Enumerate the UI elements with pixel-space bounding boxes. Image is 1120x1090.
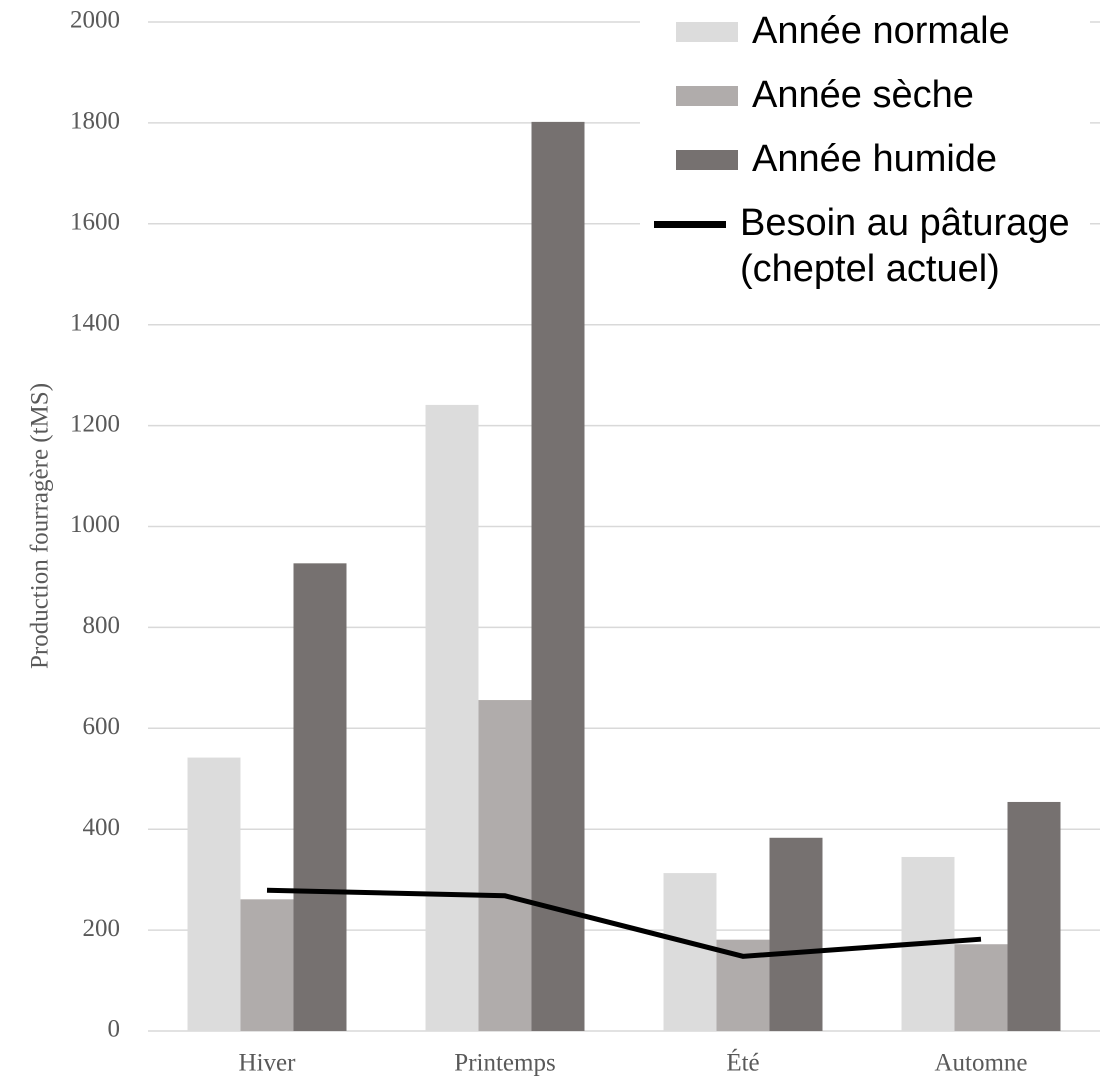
y-tick-label: 2000 <box>70 7 120 34</box>
y-axis-label: Production fourragère (tMS) <box>27 383 54 669</box>
legend-label: Année humide <box>752 138 998 180</box>
bar <box>1007 801 1061 1031</box>
y-tick-label: 1200 <box>70 410 120 437</box>
bar <box>769 837 823 1031</box>
legend-item: Besoin au pâturage (cheptel actuel) <box>640 200 1090 292</box>
y-tick-label: 1800 <box>70 108 120 135</box>
legend-item: Année humide <box>640 136 1090 182</box>
legend-label: Année sèche <box>752 74 974 116</box>
legend-item: Année sèche <box>640 72 1090 118</box>
y-tick-label: 1600 <box>70 209 120 236</box>
legend-swatch <box>654 221 726 228</box>
legend-swatch <box>676 86 738 106</box>
legend-label: Année normale <box>752 10 1010 52</box>
bar <box>187 757 241 1031</box>
y-tick-label: 600 <box>83 713 121 740</box>
y-tick-label: 200 <box>83 915 121 942</box>
x-tick-label: Automne <box>934 1050 1027 1077</box>
y-tick-label: 1000 <box>70 511 120 538</box>
bar <box>293 563 347 1031</box>
bar <box>954 944 1008 1031</box>
bar <box>240 899 294 1031</box>
y-tick-label: 1400 <box>70 309 120 336</box>
legend-swatch <box>676 22 738 42</box>
bar <box>425 404 479 1031</box>
bar <box>531 121 585 1032</box>
line-series <box>266 887 982 959</box>
bar <box>478 700 532 1031</box>
legend: Année normale Année sèche Année humide Beso… <box>640 8 1090 310</box>
x-tick-label: Printemps <box>454 1050 555 1077</box>
bar <box>663 873 717 1031</box>
x-tick-label: Été <box>726 1049 759 1077</box>
y-tick-label: 0 <box>108 1016 121 1043</box>
y-tick-label: 400 <box>83 814 121 841</box>
legend-item: Année normale <box>640 8 1090 54</box>
legend-label: Besoin au pâturage (cheptel actuel) <box>740 202 1070 290</box>
y-tick-label: 800 <box>83 612 121 639</box>
x-tick-label: Hiver <box>239 1050 297 1077</box>
legend-swatch <box>676 150 738 170</box>
